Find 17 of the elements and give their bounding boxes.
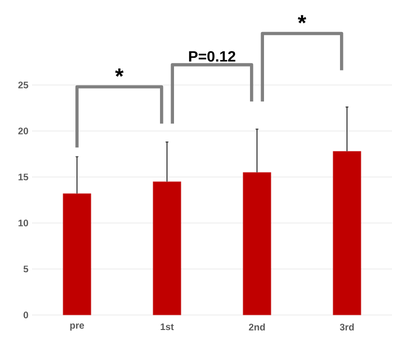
x-tick-label: 3rd bbox=[340, 324, 354, 330]
text: P=0.12 bbox=[189, 51, 236, 62]
y-tick-label: 0 bbox=[24, 312, 28, 318]
y-tick-label: 10 bbox=[18, 220, 28, 226]
bar bbox=[152, 181, 182, 316]
x-tick-label: 1st bbox=[160, 324, 174, 330]
x-tick-label: 2nd bbox=[248, 324, 265, 330]
y-tick-label: 5 bbox=[24, 266, 28, 272]
bar bbox=[332, 151, 362, 316]
y-tick-label: 15 bbox=[18, 174, 28, 180]
text: * bbox=[115, 68, 124, 77]
text: * bbox=[298, 15, 306, 24]
bar bbox=[242, 172, 272, 316]
bar bbox=[62, 193, 92, 316]
y-tick-label: 20 bbox=[18, 128, 28, 134]
x-tick-label: pre bbox=[70, 324, 84, 331]
y-tick-label: 25 bbox=[18, 82, 28, 88]
